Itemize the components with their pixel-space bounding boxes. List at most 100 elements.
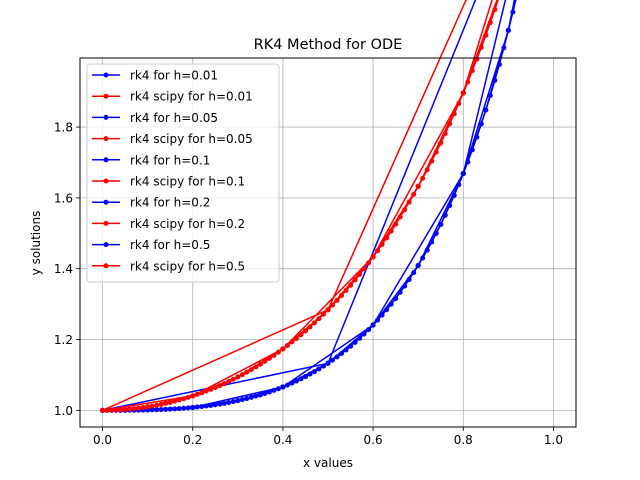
data-point xyxy=(185,394,191,400)
legend-marker xyxy=(103,220,109,226)
data-point xyxy=(230,376,236,382)
data-point xyxy=(307,371,313,377)
legend-item: rk4 for h=0.01 xyxy=(92,69,218,83)
data-point xyxy=(289,380,295,386)
data-point xyxy=(469,147,475,153)
data-point xyxy=(348,282,354,288)
data-point xyxy=(262,390,268,396)
y-ticks: 1.0 1.2 1.4 1.6 1.8 xyxy=(54,121,80,418)
data-point xyxy=(393,221,399,227)
data-point xyxy=(104,407,110,413)
data-point xyxy=(244,396,250,402)
data-point xyxy=(483,107,489,113)
data-point xyxy=(474,134,480,140)
data-point xyxy=(366,260,372,266)
data-point xyxy=(501,45,507,51)
data-point xyxy=(375,317,381,323)
data-point xyxy=(357,335,363,341)
data-point xyxy=(158,407,164,413)
data-point xyxy=(379,241,385,247)
data-point xyxy=(100,407,106,413)
data-point xyxy=(284,382,290,388)
legend-label: rk4 for h=0.05 xyxy=(130,111,218,125)
data-point xyxy=(438,222,444,228)
data-point xyxy=(154,407,160,413)
data-point xyxy=(429,158,435,164)
data-point xyxy=(221,400,227,406)
data-point xyxy=(118,407,124,413)
data-point xyxy=(113,407,119,413)
data-point xyxy=(194,391,200,397)
legend-item: rk4 for h=0.2 xyxy=(92,196,210,210)
data-point xyxy=(442,131,448,137)
data-point xyxy=(199,390,205,396)
data-point xyxy=(176,406,182,412)
y-tick-label: 1.2 xyxy=(54,333,73,347)
data-point xyxy=(140,404,146,410)
x-tick-label: 0.8 xyxy=(454,433,473,447)
x-tick-label: 0.4 xyxy=(273,433,292,447)
data-point xyxy=(194,404,200,410)
y-tick-label: 1.4 xyxy=(54,262,73,276)
data-point xyxy=(320,311,326,317)
legend-marker xyxy=(103,242,109,248)
data-point xyxy=(149,407,155,413)
x-tick-label: 1.0 xyxy=(544,433,563,447)
data-point xyxy=(203,403,209,409)
data-point xyxy=(433,230,439,236)
data-point xyxy=(208,386,214,392)
data-point xyxy=(226,378,232,384)
data-point xyxy=(465,159,471,165)
data-point xyxy=(357,271,363,277)
data-point xyxy=(136,405,142,411)
legend-item: rk4 scipy for h=0.05 xyxy=(92,132,253,146)
data-point xyxy=(478,121,484,127)
legend-marker xyxy=(103,136,109,142)
data-point xyxy=(451,111,457,117)
legend-marker xyxy=(103,199,109,205)
data-point xyxy=(212,402,218,408)
data-point xyxy=(253,393,259,399)
data-point xyxy=(217,401,223,407)
legend-item: rk4 scipy for h=0.2 xyxy=(92,217,245,231)
data-point xyxy=(172,406,178,412)
data-point xyxy=(122,406,128,412)
data-point xyxy=(316,366,322,372)
data-point xyxy=(339,351,345,357)
data-point xyxy=(330,302,336,308)
x-ticks: 0.0 0.2 0.4 0.6 0.8 1.0 xyxy=(93,427,563,447)
legend-marker xyxy=(103,93,109,99)
data-point xyxy=(190,405,196,411)
data-point xyxy=(235,398,241,404)
data-point xyxy=(127,406,133,412)
data-point xyxy=(275,386,281,392)
data-point xyxy=(343,347,349,353)
y-tick-label: 1.0 xyxy=(54,404,73,418)
data-point xyxy=(230,399,236,405)
data-point xyxy=(244,369,250,375)
data-point xyxy=(415,183,421,189)
data-point xyxy=(348,343,354,349)
data-point xyxy=(438,140,444,146)
data-point xyxy=(469,68,475,74)
data-point xyxy=(325,307,331,313)
x-tick-label: 0.2 xyxy=(183,433,202,447)
data-point xyxy=(320,363,326,369)
x-tick-label: 0.0 xyxy=(93,433,112,447)
legend: rk4 for h=0.01 rk4 scipy for h=0.01 rk4 fo… xyxy=(86,63,280,283)
data-point xyxy=(149,403,155,409)
data-point xyxy=(379,312,385,318)
data-point xyxy=(402,207,408,213)
data-point xyxy=(280,346,286,352)
data-point xyxy=(163,406,169,412)
legend-marker xyxy=(103,157,109,163)
data-point xyxy=(298,376,304,382)
data-point xyxy=(217,383,223,389)
x-tick-label: 0.6 xyxy=(364,433,383,447)
data-point xyxy=(298,332,304,338)
data-point xyxy=(492,7,498,13)
data-point xyxy=(302,374,308,380)
data-point xyxy=(316,316,322,322)
legend-item: rk4 for h=0.5 xyxy=(92,238,210,252)
data-point xyxy=(343,287,349,293)
